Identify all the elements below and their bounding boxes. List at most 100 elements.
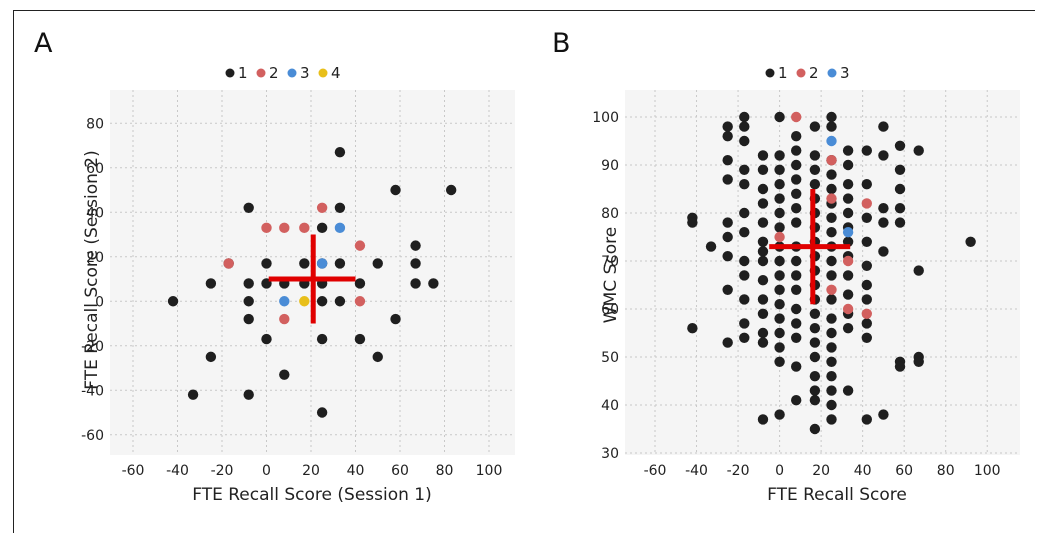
data-point-b-series-1 [861, 145, 872, 156]
data-point-b-series-1 [757, 337, 769, 348]
x-tick-label-a: 40 [347, 463, 365, 479]
data-point-b-series-1 [791, 203, 802, 214]
data-point-a-series-3 [316, 258, 328, 269]
data-point-b-series-1 [739, 270, 750, 281]
data-point-b-series-1 [809, 395, 821, 406]
data-point-a-series-4 [299, 296, 310, 307]
legend-marker-a [225, 68, 235, 78]
data-point-b-series-1 [722, 131, 733, 142]
data-point-b-series-1 [809, 423, 821, 435]
data-point-b-series-1 [722, 155, 733, 166]
legend-label-a: 4 [331, 64, 341, 82]
data-point-b-series-1 [757, 255, 769, 267]
data-point-b-series-1 [791, 332, 802, 343]
data-point-a-series-1 [261, 258, 272, 269]
data-point-b-series-2 [842, 255, 854, 267]
data-point-b-series-1 [774, 193, 785, 204]
data-point-b-series-1 [739, 179, 750, 190]
data-point-b-series-1 [774, 222, 785, 233]
data-point-b-series-1 [757, 308, 769, 319]
x-tick-label-b: -60 [644, 463, 667, 479]
data-point-b-series-1 [826, 414, 837, 425]
data-point-b-series-1 [861, 236, 872, 247]
data-point-a-series-1 [390, 184, 401, 196]
legend-marker-b [796, 68, 806, 78]
data-point-b-series-1 [757, 164, 769, 175]
legend-label-a: 1 [238, 64, 248, 82]
data-point-b-series-1 [774, 299, 785, 310]
data-point-b-series-1 [913, 145, 924, 156]
data-point-b-series-2 [826, 284, 837, 295]
data-point-a-series-1 [390, 313, 401, 325]
data-point-a-series-1 [316, 296, 328, 307]
data-point-a-series-1 [445, 184, 457, 196]
data-point-b-series-1 [705, 241, 717, 252]
data-point-a-series-1 [334, 296, 346, 307]
data-point-b-series-1 [774, 284, 785, 295]
data-point-b-series-1 [842, 159, 854, 171]
data-point-b-series-1 [757, 217, 769, 228]
data-point-b-series-1 [826, 385, 837, 396]
data-point-a-series-1 [316, 407, 328, 418]
data-point-b-series-1 [894, 183, 906, 195]
data-point-b-series-1 [722, 217, 733, 228]
data-point-a-series-1 [334, 146, 346, 158]
data-point-b-series-1 [791, 188, 802, 199]
data-point-b-series-1 [739, 227, 750, 238]
data-point-a-series-1 [243, 389, 254, 400]
data-point-a-series-1 [316, 333, 328, 345]
data-point-b-series-1 [861, 179, 872, 190]
data-point-b-series-1 [809, 150, 821, 161]
data-point-b-series-1 [774, 255, 785, 267]
data-point-b-series-1 [739, 332, 750, 343]
panel-label-a: A [34, 28, 53, 59]
data-point-b-series-1 [739, 164, 750, 175]
data-point-a-series-1 [299, 258, 310, 269]
data-point-a-series-1 [187, 389, 199, 400]
data-point-b-series-1 [774, 164, 785, 175]
data-point-b-series-1 [842, 179, 854, 190]
legend-label-b: 2 [809, 64, 819, 82]
data-point-b-series-1 [842, 385, 854, 396]
y-tick-label-a: -20 [81, 339, 104, 355]
data-point-b-series-1 [809, 308, 821, 319]
data-point-b-series-1 [774, 313, 785, 324]
data-point-b-series-2 [791, 111, 802, 123]
data-point-a-series-3 [334, 222, 346, 234]
data-point-a-series-3 [279, 296, 290, 307]
data-point-a-series-1 [243, 202, 254, 213]
data-point-b-series-1 [861, 212, 872, 223]
data-point-b-series-1 [757, 414, 769, 425]
data-point-b-series-1 [842, 145, 854, 156]
data-point-b-series-1 [722, 251, 733, 262]
data-point-b-series-1 [774, 409, 785, 420]
legend-label-b: 3 [840, 64, 850, 82]
x-tick-label-a: 60 [391, 463, 409, 479]
data-point-a-series-1 [261, 333, 272, 345]
data-point-a-series-1 [205, 278, 217, 289]
data-point-b-series-1 [878, 246, 889, 257]
data-point-b-series-1 [894, 217, 906, 228]
data-point-a-series-1 [167, 296, 179, 307]
data-point-b-series-1 [774, 327, 785, 339]
data-point-b-series-1 [739, 121, 750, 132]
data-point-b-series-1 [861, 260, 872, 271]
data-point-b-series-1 [842, 207, 854, 219]
y-tick-label-a: -40 [81, 383, 104, 399]
data-point-b-series-1 [722, 174, 733, 185]
y-tick-label-b: 100 [592, 110, 619, 126]
data-point-a-series-1 [410, 240, 421, 251]
data-point-b-series-1 [791, 395, 802, 406]
data-point-b-series-1 [826, 227, 837, 238]
x-tick-label-a: 0 [262, 463, 271, 479]
data-point-a-series-2 [279, 222, 290, 234]
data-point-b-series-1 [842, 270, 854, 281]
y-tick-label-a: 80 [86, 116, 104, 132]
data-point-a-series-2 [223, 258, 234, 269]
data-point-b-series-1 [791, 361, 802, 372]
data-point-b-series-1 [791, 217, 802, 228]
data-point-b-series-1 [757, 246, 769, 257]
data-point-b-series-1 [878, 203, 889, 214]
data-point-a-series-2 [261, 222, 272, 234]
